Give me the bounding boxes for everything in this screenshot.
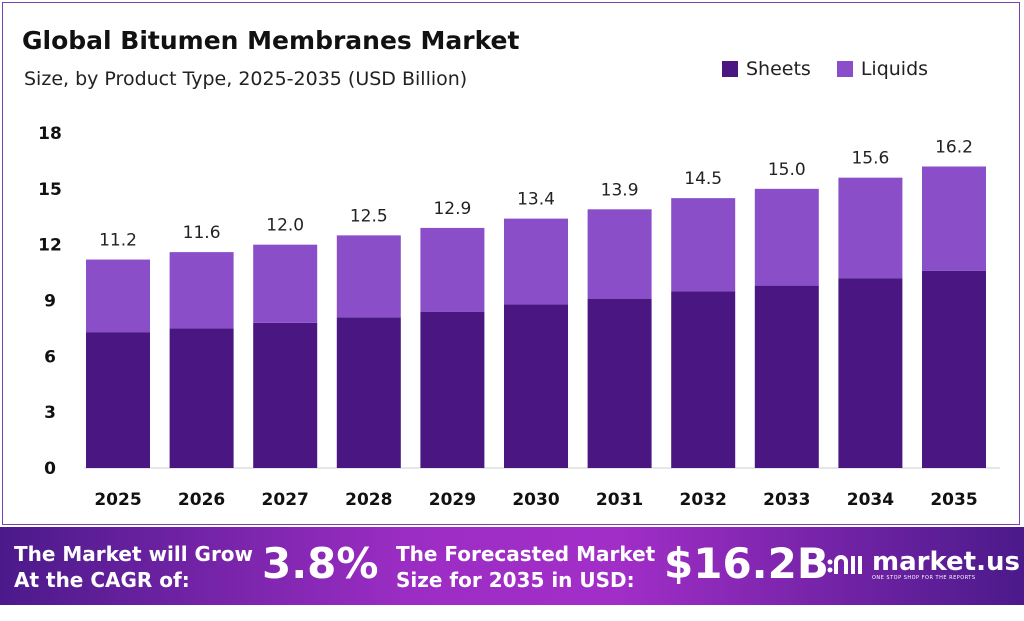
- bar-liquids-2032: [671, 198, 736, 292]
- bar-liquids-2033: [754, 188, 819, 286]
- data-label-2033: 15.0: [768, 160, 806, 180]
- bar-liquids-2029: [420, 227, 485, 312]
- bar-sheets-2030: [504, 304, 568, 468]
- y-tick-label: 15: [38, 180, 62, 200]
- x-tick-label: 2025: [94, 490, 141, 510]
- legend-item-sheets: Sheets: [722, 58, 811, 80]
- bar-liquids-2035: [922, 166, 986, 271]
- x-tick-label: 2029: [429, 490, 476, 510]
- legend-swatch-liquids: [836, 61, 853, 77]
- data-label-2032: 14.5: [684, 169, 722, 189]
- x-tick-label: 2035: [930, 490, 977, 510]
- bar-liquids-2034: [838, 177, 903, 279]
- x-tick-label: 2032: [680, 490, 727, 510]
- x-tick-label: 2027: [262, 490, 309, 510]
- legend: Sheets Liquids: [722, 58, 928, 80]
- data-label-2031: 13.9: [601, 180, 639, 200]
- brand-logo: market.us ONE STOP SHOP FOR THE REPORTS: [826, 549, 1020, 581]
- brand-tagline: ONE STOP SHOP FOR THE REPORTS: [872, 575, 976, 581]
- data-label-2035: 16.2: [935, 138, 973, 158]
- bar-sheets-2028: [336, 317, 401, 468]
- cagr-value: 3.8%: [262, 539, 379, 588]
- brand-logo-icon: [827, 555, 862, 574]
- y-tick-label: 3: [44, 403, 56, 423]
- legend-label-liquids: Liquids: [860, 58, 929, 80]
- footer-banner: The Market will Grow At the CAGR of: 3.8…: [0, 527, 1024, 605]
- bar-sheets-2029: [420, 311, 485, 468]
- x-tick-label: 2028: [345, 490, 392, 510]
- x-tick-label: 2026: [178, 490, 225, 510]
- legend-swatch-sheets: [722, 61, 738, 77]
- data-label-2025: 11.2: [99, 231, 137, 251]
- x-tick-label: 2031: [596, 490, 643, 510]
- chart-frame: [2, 2, 1020, 525]
- bar-sheets-2031: [587, 298, 652, 468]
- data-label-2034: 15.6: [851, 149, 889, 169]
- forecast-value: $16.2B: [664, 539, 829, 588]
- forecast-label: The Forecasted Market Size for 2035 in U…: [396, 542, 656, 592]
- data-label-2028: 12.5: [350, 206, 388, 226]
- y-tick-label: 0: [44, 459, 56, 479]
- y-tick-label: 9: [44, 292, 56, 312]
- bar-sheets-2034: [838, 278, 903, 468]
- chart-title: Global Bitumen Membranes Market: [22, 26, 520, 55]
- bar-liquids-2025: [86, 259, 150, 333]
- data-label-2030: 13.4: [517, 190, 555, 210]
- data-label-2026: 11.6: [183, 223, 221, 243]
- brand-name: market.us: [872, 547, 1020, 577]
- y-tick-label: 6: [44, 347, 56, 367]
- bar-sheets-2032: [671, 291, 736, 468]
- bar-sheets-2033: [754, 285, 819, 468]
- legend-item-liquids: Liquids: [836, 58, 929, 80]
- x-tick-label: 2033: [763, 490, 810, 510]
- bar-liquids-2026: [169, 252, 234, 329]
- data-label-2027: 12.0: [266, 216, 304, 236]
- bar-chart: 0 3 6 9 12 15 18 11.2 2025 11.6 2026 12.0 2027 12.5 20…: [38, 124, 1000, 510]
- y-tick-label: 12: [38, 236, 62, 256]
- cagr-label: The Market will Grow At the CAGR of:: [14, 542, 254, 592]
- bar-sheets-2025: [86, 332, 150, 468]
- x-tick-label: 2034: [847, 490, 894, 510]
- bar-liquids-2027: [253, 244, 318, 323]
- x-tick-label: 2030: [512, 490, 559, 510]
- bar-sheets-2026: [169, 328, 234, 468]
- chart-subtitle: Size, by Product Type, 2025-2035 (USD Bi…: [24, 68, 468, 90]
- bar-liquids-2031: [587, 209, 652, 299]
- bar-sheets-2035: [922, 270, 986, 468]
- bar-sheets-2027: [253, 322, 318, 468]
- y-tick-label: 18: [38, 124, 62, 144]
- legend-label-sheets: Sheets: [746, 58, 811, 80]
- data-label-2029: 12.9: [433, 199, 471, 219]
- bar-liquids-2028: [336, 235, 401, 318]
- bar-liquids-2030: [504, 218, 568, 305]
